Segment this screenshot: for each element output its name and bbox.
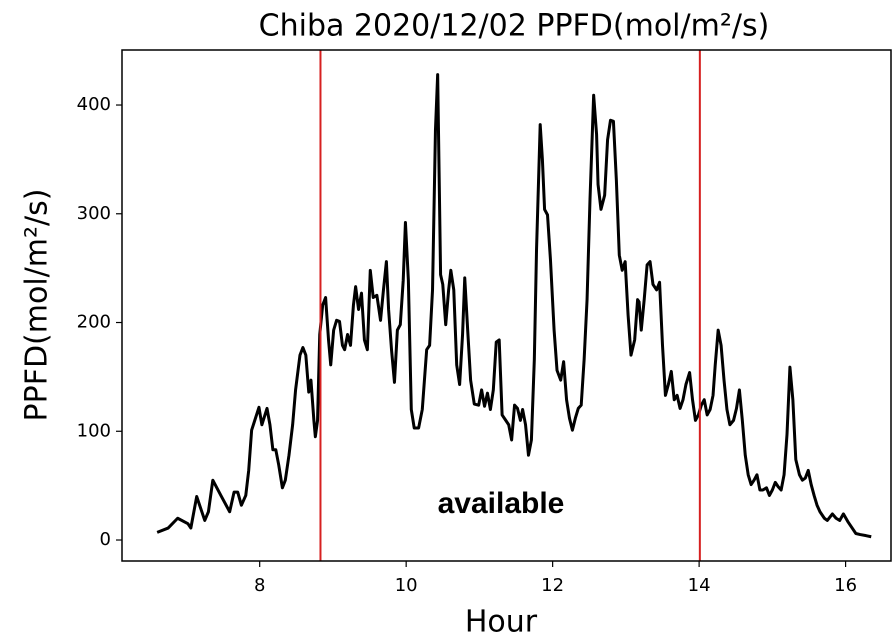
x-tick-label: 16 (834, 575, 857, 596)
y-axis-label: PPFD(mol/m²/s) (20, 189, 55, 422)
y-tick-label: 200 (77, 312, 111, 333)
y-tick-label: 300 (77, 203, 111, 224)
x-tick-label: 14 (688, 575, 711, 596)
annotation: available (438, 487, 565, 520)
plot-frame (121, 49, 892, 562)
x-tick-label: 12 (541, 575, 564, 596)
x-tick-label: 8 (254, 575, 265, 596)
x-tick-label: 10 (395, 575, 418, 596)
y-tick-label: 0 (100, 529, 111, 550)
chart-title: Chiba 2020/12/02 PPFD(mol/m²/s) (259, 9, 770, 44)
y-tick-label: 400 (77, 94, 111, 115)
y-tick-label: 100 (77, 420, 111, 441)
data-line (156, 73, 872, 539)
x-axis-label: Hour (465, 605, 538, 640)
